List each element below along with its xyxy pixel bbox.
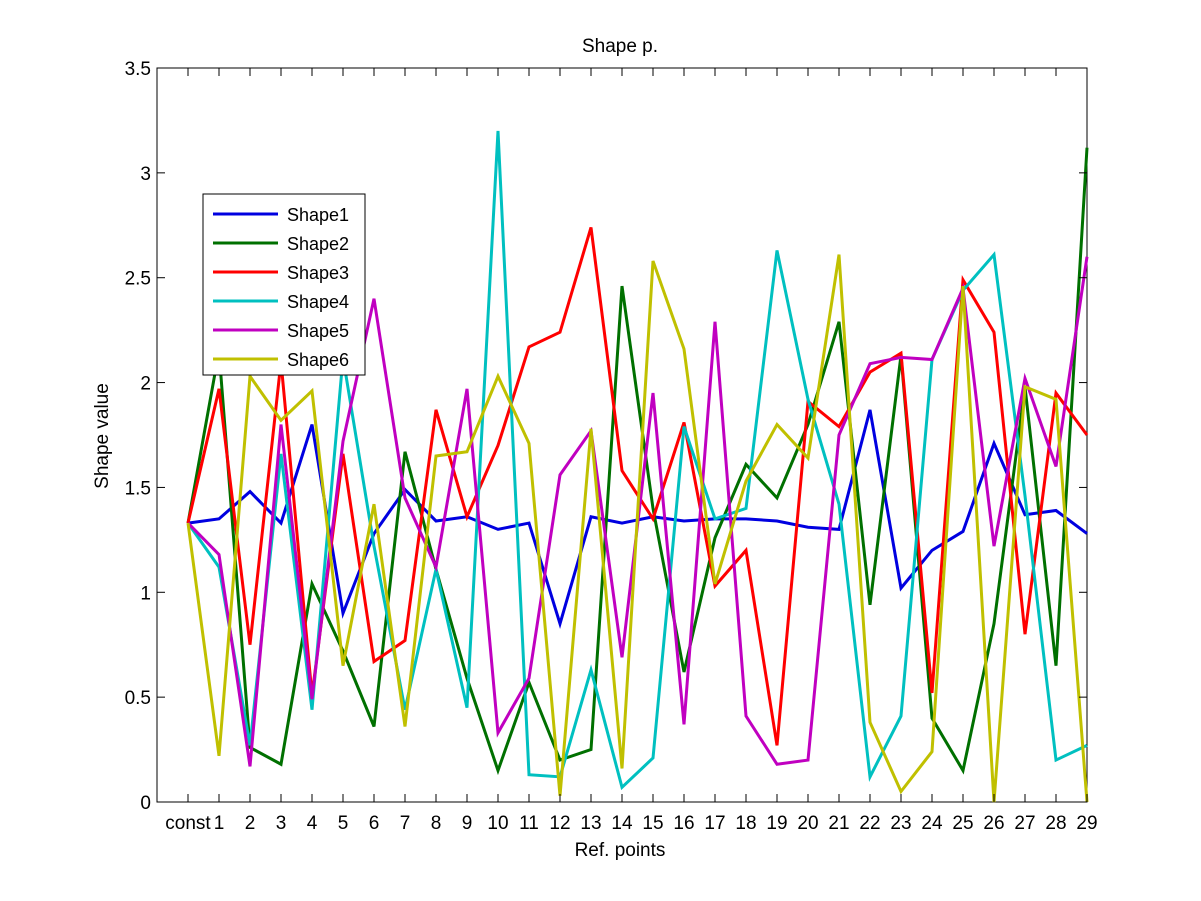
y-tick-label: 0 [140,793,151,814]
y-tick-label: 2.5 [125,269,151,290]
x-tick-label: 3 [276,813,287,834]
y-axis-label: Shape value [92,383,113,489]
x-tick-label: 25 [952,813,973,834]
x-tick-label: 13 [580,813,601,834]
legend-box [202,193,366,376]
legend-label-shape2: Shape2 [287,234,349,254]
y-tick-label: 3.5 [125,59,151,80]
y-tick-label: 0.5 [125,688,151,709]
y-tick-label: 1 [140,583,151,604]
x-tick-label: 16 [673,813,694,834]
x-tick-label: 21 [828,813,849,834]
x-tick-label: const [165,813,211,834]
legend-label-shape5: Shape5 [287,321,349,341]
axes-box [156,67,1088,803]
x-tick-label: 10 [487,813,508,834]
x-tick-label: 14 [611,813,633,834]
x-tick-label: 9 [462,813,473,834]
x-tick-label: 7 [400,813,411,834]
series-line-shape6 [186,254,1089,803]
x-tick-label: 11 [519,813,539,834]
x-tick-label: 24 [921,813,943,834]
x-tick-label: 28 [1045,813,1066,834]
x-tick-label: 2 [245,813,256,834]
legend: Shape1 Shape2 Shape3 Shape4 Shape5 Shape6 [202,193,366,376]
y-tick-label: 2 [140,374,151,395]
x-tick-label: 6 [369,813,380,834]
legend-label-shape3: Shape3 [287,263,349,283]
x-tick-label: 22 [859,813,880,834]
x-tick-label: 19 [766,813,787,834]
x-axis-label: Ref. points [575,840,666,861]
series-line-shape2 [186,147,1089,776]
plot-area-border [156,67,1088,803]
y-tick-label: 3 [140,164,151,185]
x-tick-label: 8 [431,813,442,834]
legend-label-shape4: Shape4 [287,292,349,312]
x-tick-label: 5 [338,813,349,834]
legend-label-shape6: Shape6 [287,350,349,370]
legend-label-shape1: Shape1 [287,205,349,225]
x-tick-label: 12 [549,813,570,834]
x-tick-label: 4 [307,813,318,834]
x-tick-label: 23 [890,813,911,834]
x-tick-label: 18 [735,813,756,834]
x-tick-label: 20 [797,813,818,834]
x-tick-label: 1 [214,813,225,834]
chart-title: Shape p. [582,36,658,57]
x-tick-label: 15 [642,813,663,834]
x-tick-label: 26 [983,813,1004,834]
series-group [186,130,1089,803]
x-tick-label: 27 [1014,813,1035,834]
y-tick-label: 1.5 [125,478,151,499]
x-tick-label: 29 [1076,813,1097,834]
x-tick-label: 17 [704,813,725,834]
